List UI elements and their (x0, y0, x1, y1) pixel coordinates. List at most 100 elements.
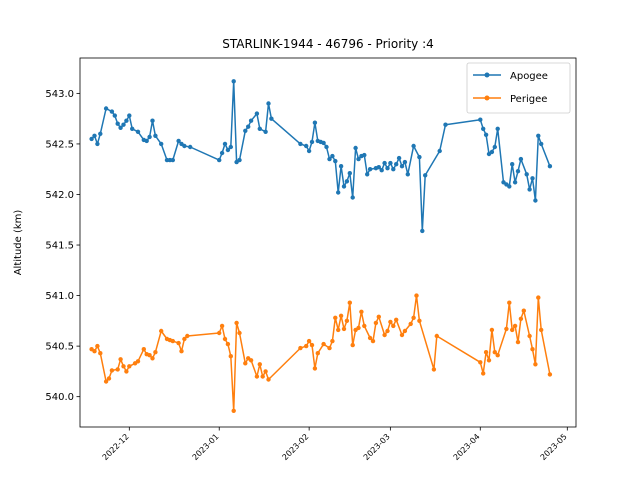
apogee-point (333, 158, 338, 164)
perigee-point (170, 338, 175, 344)
perigee-point (121, 364, 126, 369)
apogee-point (344, 179, 350, 184)
perigee-point (327, 345, 332, 351)
perigee-point (492, 350, 497, 355)
apogee-point (219, 150, 225, 156)
perigee-point (147, 353, 152, 358)
perigee-point (309, 342, 315, 348)
apogee-point (144, 138, 149, 144)
perigee-point (254, 374, 260, 379)
perigee-point (304, 343, 309, 349)
apogee-point (405, 172, 410, 177)
perigee-point (367, 335, 373, 341)
perigee-point (106, 376, 112, 381)
perigee-point (225, 341, 231, 347)
perigee-point (356, 325, 361, 331)
apogee-point (266, 101, 271, 106)
perigee-point (391, 323, 396, 329)
legend-perigee-label: Perigee (510, 94, 547, 105)
perigee-point (127, 364, 132, 369)
apogee-point (89, 136, 94, 142)
perigee-point (431, 367, 437, 372)
perigee-point (530, 347, 535, 352)
perigee-point (515, 339, 521, 345)
perigee-point (115, 367, 120, 372)
apogee-point (130, 126, 135, 131)
apogee-point (103, 106, 109, 111)
apogee-point (182, 143, 187, 149)
perigee-point (347, 300, 352, 305)
apogee-point (533, 198, 538, 203)
perigee-point (376, 314, 381, 319)
apogee-point (263, 129, 268, 134)
apogee-point (228, 144, 233, 150)
y-tick-label: 542.0 (45, 190, 74, 201)
apogee-point (118, 125, 123, 130)
perigee-point (481, 371, 486, 376)
apogee-point (95, 141, 100, 147)
apogee-point (92, 133, 97, 138)
perigee-point (159, 328, 164, 334)
apogee-point (536, 133, 541, 138)
perigee-point (321, 341, 326, 347)
apogee-point (124, 118, 129, 123)
perigee-point (478, 360, 483, 365)
apogee-point (510, 162, 515, 167)
apogee-point (254, 111, 260, 116)
apogee-point (367, 167, 373, 172)
legend-perigee-marker (484, 95, 490, 101)
apogee-point (391, 167, 396, 172)
perigee-point (333, 315, 338, 320)
apogee-point (338, 164, 344, 169)
y-tick-label: 541.0 (45, 291, 74, 302)
apogee-point (350, 195, 355, 200)
y-tick-label: 543.0 (45, 89, 74, 100)
apogee-point (353, 145, 358, 151)
y-tick-label: 540.0 (45, 392, 74, 403)
perigee-point (315, 351, 320, 356)
perigee-point (109, 368, 115, 373)
apogee-point (330, 153, 335, 159)
perigee-point (417, 318, 422, 323)
y-tick-label: 540.5 (45, 342, 74, 353)
apogee-point (246, 124, 251, 129)
perigee-point (222, 336, 228, 342)
perigee-point (185, 333, 190, 339)
perigee-point (312, 366, 318, 371)
apogee-point (388, 160, 393, 166)
apogee-point (399, 164, 405, 169)
legend: Apogee Perigee (466, 62, 571, 114)
perigee-point (179, 349, 184, 354)
apogee-point (539, 141, 544, 147)
apogee-point (347, 171, 352, 176)
perigee-point (370, 338, 376, 344)
apogee-point (483, 132, 489, 137)
perigee-point (539, 327, 544, 333)
apogee-point (443, 122, 448, 127)
y-tick-label: 542.5 (45, 139, 74, 150)
perigee-point (510, 327, 515, 333)
apogee-point (376, 165, 381, 170)
legend-apogee-label: Apogee (510, 71, 548, 82)
perigee-point (248, 358, 254, 363)
chart-title: STARLINK-1944 - 46796 - Priority :4 (222, 37, 434, 51)
perigee-point (507, 300, 512, 305)
perigee-point (103, 379, 109, 384)
perigee-point (176, 340, 181, 346)
apogee-point (495, 126, 500, 131)
perigee-point (336, 327, 341, 333)
perigee-point (536, 295, 541, 300)
apogee-point (530, 176, 535, 181)
apogee-point (379, 168, 384, 173)
apogee-point (324, 144, 329, 150)
apogee-point (341, 184, 347, 189)
apogee-point (492, 144, 497, 150)
perigee-point (489, 327, 495, 333)
apogee-point (336, 190, 341, 195)
perigee-point (135, 359, 141, 364)
apogee-point (147, 134, 152, 140)
apogee-point (121, 122, 126, 127)
apogee-point (515, 169, 521, 174)
apogee-point (257, 126, 262, 131)
apogee-point (518, 156, 524, 162)
